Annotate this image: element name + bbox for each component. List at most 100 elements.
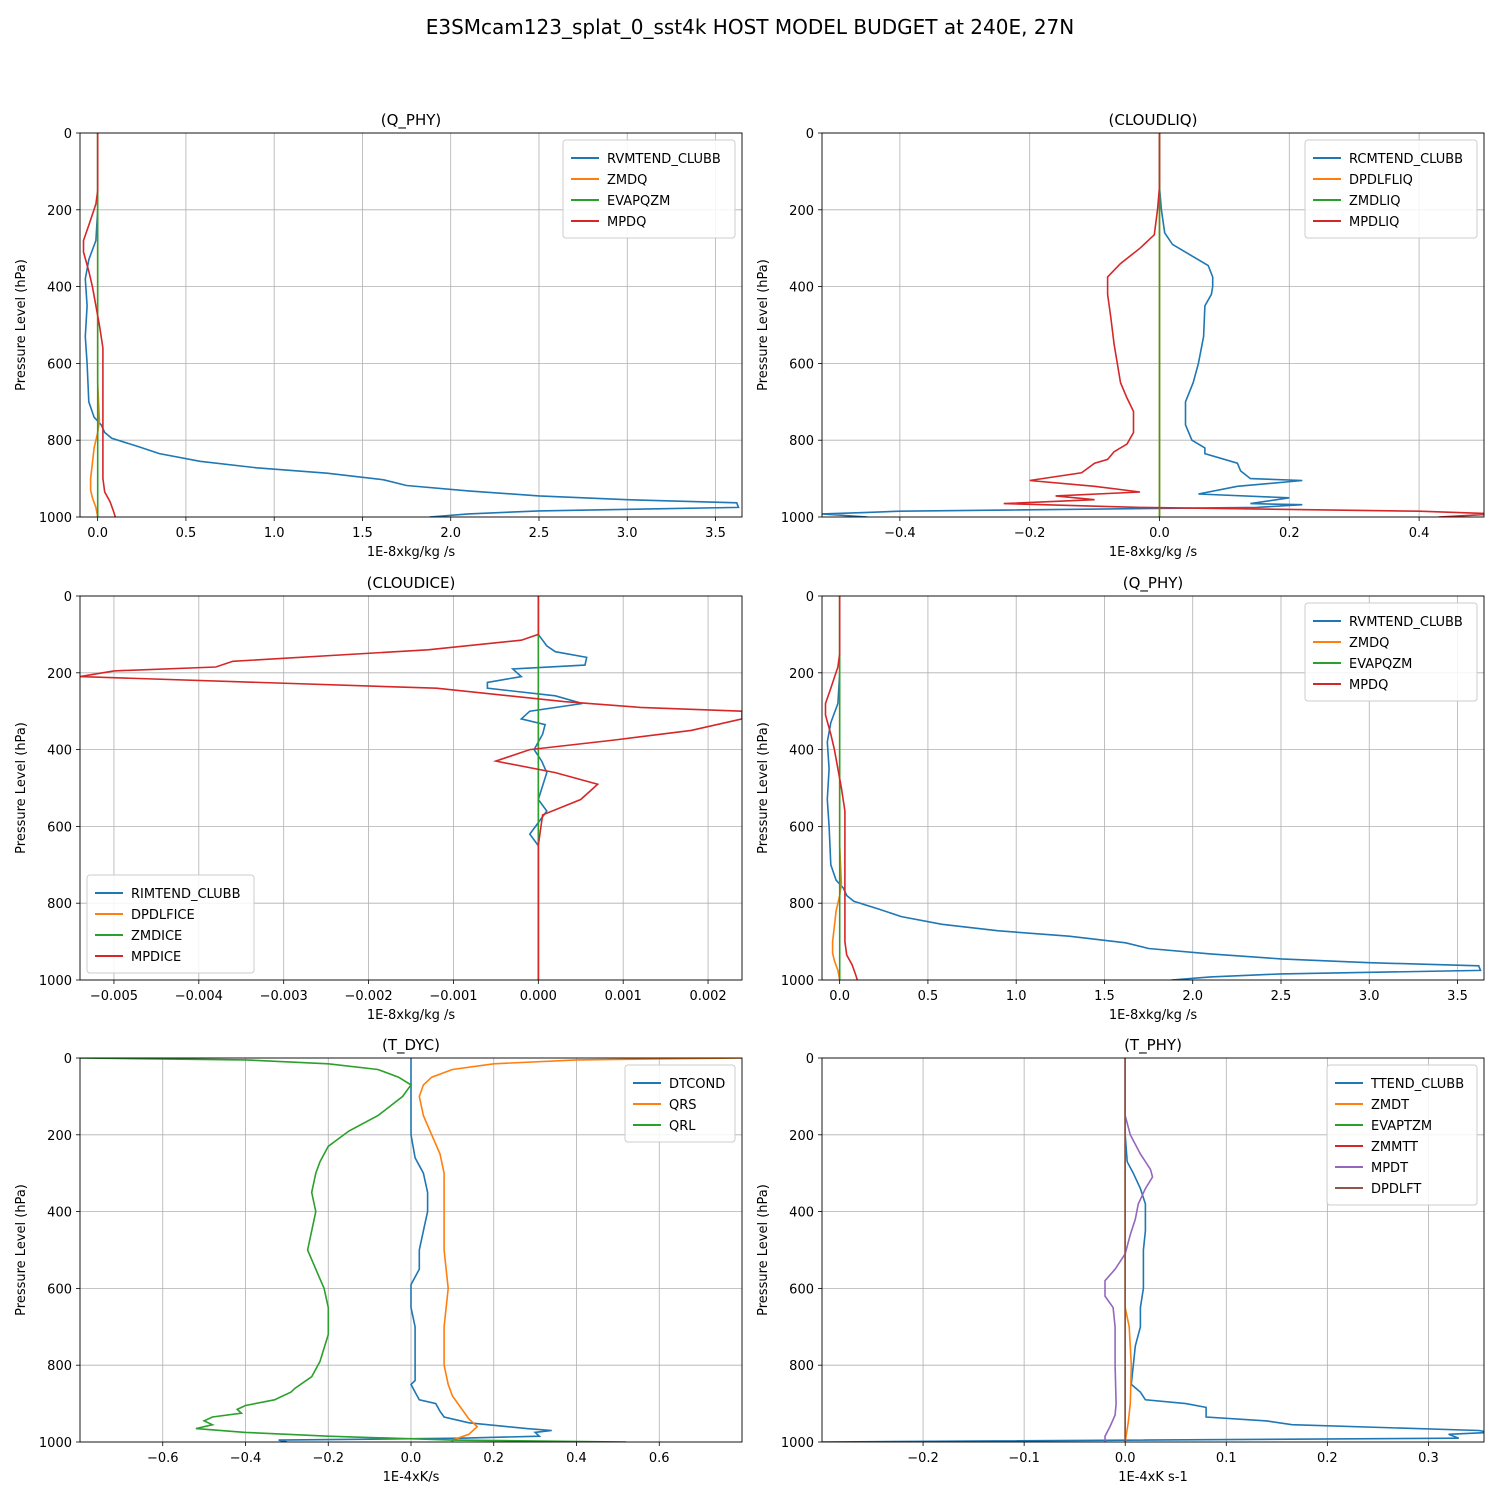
series-line-mpdice	[80, 596, 742, 980]
x-axis-label: 1E-8xkg/kg /s	[367, 1008, 456, 1023]
plot-frame	[821, 595, 1485, 981]
y-tick-label: 800	[789, 1359, 814, 1374]
series-line-qrl	[80, 1058, 627, 1442]
y-axis-label: Pressure Level (hPa)	[14, 259, 29, 391]
y-tick-label: 600	[789, 820, 814, 835]
x-tick-label: −0.002	[345, 989, 393, 1004]
y-axis-label: Pressure Level (hPa)	[14, 722, 29, 854]
series-line-zmdq	[831, 596, 843, 980]
x-axis-label: 1E-8xkg/kg /s	[1109, 1008, 1198, 1023]
subplot-4: 0.0 0.5 1.0 1.5 2.0 2.5 3.0 3.5 0 200 400 600 800 100…	[756, 574, 1485, 1023]
series-line-mpdq	[824, 596, 859, 980]
legend: DTCOND QRS QRL	[624, 1064, 736, 1143]
legend-entry: TTEND_CLUBB	[1370, 1077, 1464, 1092]
x-tick-label: −0.1	[1008, 1451, 1040, 1466]
legend-entry: MPDQ	[1349, 678, 1388, 693]
x-tick-label: 1.0	[264, 526, 285, 541]
y-tick-label: 400	[47, 1206, 72, 1221]
legend-entry: QRS	[669, 1098, 697, 1113]
x-tick-label: 0.000	[520, 989, 557, 1004]
y-tick-label: 400	[789, 1206, 814, 1221]
x-tick-label: 0.3	[1418, 1451, 1439, 1466]
subplot-3: −0.005 −0.004 −0.003 −0.002 −0.001 0.000 0.001…	[14, 574, 743, 1023]
legend-box	[1326, 1064, 1478, 1206]
x-tick-label: 2.0	[1182, 989, 1203, 1004]
x-tick-label: −0.4	[230, 1451, 262, 1466]
x-tick-label: 0.0	[829, 989, 850, 1004]
legend-entry: DPDLFT	[1371, 1182, 1421, 1197]
legend-entry: ZMMTT	[1371, 1140, 1418, 1155]
y-tick-label: 600	[47, 357, 72, 372]
legend-box	[86, 874, 255, 974]
subplot-title: (Q_PHY)	[381, 111, 442, 130]
legend-entry: DPDLFLIQ	[1349, 173, 1413, 188]
y-tick-label: 600	[789, 1282, 814, 1297]
legend-box	[624, 1064, 736, 1143]
legend-box	[1304, 602, 1478, 702]
y-tick-label: 400	[47, 744, 72, 759]
y-tick-label: 0	[64, 590, 72, 605]
series-line-mpdq	[82, 133, 117, 517]
legend-entry: RVMTEND_CLUBB	[607, 152, 721, 167]
legend-entry: EVAPQZM	[607, 194, 670, 209]
x-tick-label: 0.2	[1317, 1451, 1338, 1466]
plot-frame	[821, 132, 1485, 518]
series-line-rvmtend_clubb	[84, 133, 740, 517]
x-tick-label: 0.002	[689, 989, 726, 1004]
x-tick-label: 0.001	[605, 989, 642, 1004]
series-line-dtcond	[278, 1058, 552, 1442]
y-tick-label: 200	[47, 204, 72, 219]
y-axis-label: Pressure Level (hPa)	[14, 1184, 29, 1316]
series-line-ttend_clubb	[822, 1058, 1484, 1442]
subplot-2: −0.4 −0.2 0.0 0.2 0.4 0 200 400 600 800 1000 (CLOUD…	[756, 111, 1485, 560]
legend-entry: MPDLIQ	[1349, 215, 1399, 230]
subplot-title: (CLOUDICE)	[367, 574, 456, 592]
subplot-6: −0.2 −0.1 0.0 0.1 0.2 0.3 0 200 400 600 800 1000 (T_…	[756, 1036, 1485, 1485]
x-tick-label: 3.5	[1447, 989, 1468, 1004]
x-tick-label: 2.0	[440, 526, 461, 541]
series-line-rcmtend_clubb	[822, 133, 1303, 517]
legend-entry: ZMDICE	[131, 929, 182, 944]
y-axis-label: Pressure Level (hPa)	[756, 259, 771, 391]
series-line-qrs	[418, 1058, 742, 1442]
y-tick-label: 0	[64, 127, 72, 142]
legend-entry: ZMDT	[1371, 1098, 1409, 1113]
legend-entry: ZMDLIQ	[1349, 194, 1400, 209]
y-tick-label: 800	[47, 434, 72, 449]
x-tick-label: 0.5	[176, 526, 197, 541]
y-tick-label: 1000	[39, 974, 72, 989]
x-tick-label: −0.003	[260, 989, 308, 1004]
legend: TTEND_CLUBB ZMDT EVAPTZM ZMMTT MPDT DPDLFT	[1326, 1064, 1478, 1206]
y-tick-label: 200	[47, 667, 72, 682]
y-tick-label: 0	[806, 1052, 814, 1067]
legend-entry: DTCOND	[669, 1077, 725, 1092]
x-tick-label: 0.2	[483, 1451, 504, 1466]
legend-entry: MPDICE	[131, 950, 181, 965]
series-line-zmdq	[89, 133, 101, 517]
plot-frame	[79, 595, 743, 981]
x-tick-label: −0.2	[1014, 526, 1046, 541]
x-tick-label: 0.1	[1216, 1451, 1237, 1466]
x-tick-label: 0.5	[918, 989, 939, 1004]
x-tick-label: −0.2	[907, 1451, 939, 1466]
x-tick-label: 1.5	[1094, 989, 1115, 1004]
series-line-mpdt	[1104, 1058, 1154, 1442]
legend-entry: ZMDQ	[607, 173, 647, 188]
plot-frame	[79, 132, 743, 518]
legend-box	[562, 139, 736, 239]
subplot-5: −0.6 −0.4 −0.2 0.0 0.2 0.4 0.6 0 200 400 600 800 100…	[14, 1036, 743, 1485]
y-tick-label: 1000	[39, 1436, 72, 1451]
legend-entry: QRL	[669, 1119, 696, 1134]
x-tick-label: −0.4	[884, 526, 916, 541]
legend-entry: MPDQ	[607, 215, 646, 230]
y-tick-label: 1000	[39, 511, 72, 526]
x-tick-label: 0.4	[566, 1451, 587, 1466]
legend: RVMTEND_CLUBB ZMDQ EVAPQZM MPDQ	[562, 139, 736, 239]
x-tick-label: 0.6	[649, 1451, 670, 1466]
x-tick-label: 0.0	[1149, 526, 1170, 541]
subplot-1: 0.0 0.5 1.0 1.5 2.0 2.5 3.0 3.5 0 200 400 600 800 100…	[14, 111, 743, 560]
x-tick-label: 2.5	[1271, 989, 1292, 1004]
y-tick-label: 400	[789, 744, 814, 759]
y-tick-label: 600	[789, 357, 814, 372]
